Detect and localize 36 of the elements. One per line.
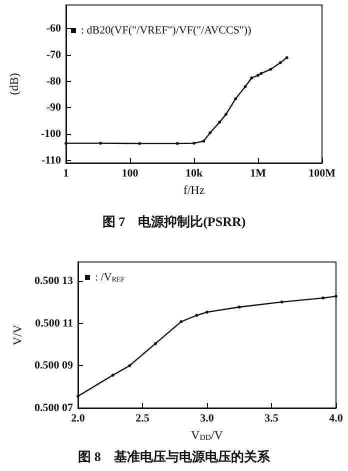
- y-tick-label: 0.500 13: [34, 275, 74, 288]
- text: 图 8 基准电压与电源电压的关系: [78, 449, 271, 464]
- y-tick-label: -100: [40, 128, 62, 140]
- y-tick-label: -110: [41, 154, 62, 166]
- x-tick-label: 3.5: [264, 412, 279, 424]
- x-tick-label: 4.0: [329, 412, 344, 424]
- y-tick-label: -60: [46, 22, 62, 35]
- y-tick-label: -80: [46, 75, 62, 88]
- point: [180, 320, 183, 324]
- x-tick-label: 1M: [250, 168, 267, 180]
- x-tick-label: 100M: [308, 168, 336, 180]
- y-tick-label: 0.500 11: [35, 317, 73, 330]
- x-tick-label: 3.0: [200, 412, 214, 424]
- point: [154, 342, 157, 346]
- x-axis-title: f/Hz: [183, 182, 205, 197]
- y-axis-title: (dB): [7, 73, 21, 95]
- legend-label: : dB20(VF("/VREF")/VF("/AVCCS")): [81, 24, 252, 36]
- point: [334, 294, 338, 298]
- x-tick-label: 1: [63, 168, 69, 180]
- y-tick-label: -70: [46, 49, 62, 62]
- point: [238, 306, 241, 309]
- point: [128, 364, 132, 368]
- point: [111, 374, 114, 377]
- point: [280, 300, 284, 304]
- y-axis-title: V/V: [10, 324, 25, 346]
- x-tick-label: 100: [122, 168, 139, 180]
- point: [206, 310, 208, 314]
- point: [76, 394, 80, 398]
- text: 图 7 电源抑制比(PSRR): [102, 214, 246, 229]
- x-tick-label: 2.0: [71, 412, 86, 424]
- y-tick-label: 0.500 09: [34, 360, 74, 372]
- y-tick-label: 0.500 07: [34, 402, 74, 414]
- point: [195, 314, 198, 317]
- y-tick-label: -90: [46, 102, 62, 114]
- x-tick-label: 10k: [185, 168, 204, 180]
- x-tick-label: 2.5: [136, 412, 150, 424]
